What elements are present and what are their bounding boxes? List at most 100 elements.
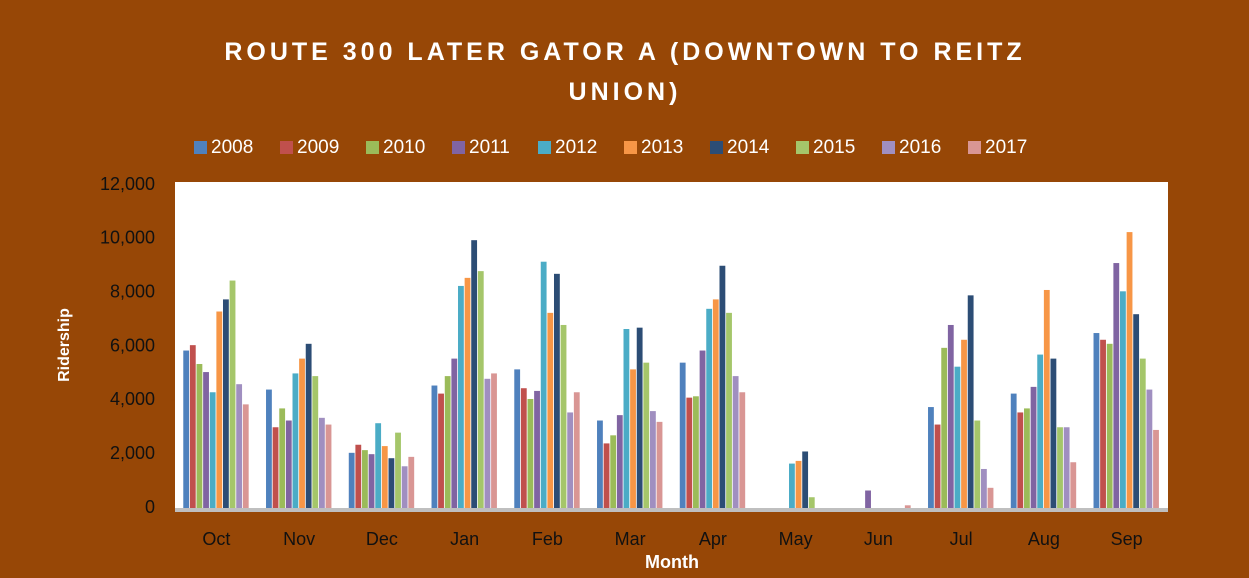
legend-swatch: [882, 141, 895, 154]
bar: [196, 363, 203, 508]
bar: [603, 443, 610, 508]
legend-label: 2008: [211, 137, 253, 158]
legend-swatch: [280, 141, 293, 154]
bar: [484, 378, 491, 508]
x-tick-label: Aug: [1028, 529, 1060, 549]
y-tick-label: 0: [145, 497, 155, 517]
plot-area: [175, 182, 1168, 512]
bar: [1133, 314, 1140, 508]
bar: [401, 466, 408, 508]
bar: [362, 450, 368, 508]
bar: [203, 372, 209, 508]
bar: [1139, 358, 1146, 508]
bar: [808, 497, 815, 508]
bar: [292, 373, 299, 508]
x-tick-label: Jun: [864, 529, 893, 549]
legend-label: 2010: [383, 137, 425, 158]
bar: [209, 392, 216, 508]
legend-swatch: [624, 141, 637, 154]
bar: [1153, 429, 1159, 508]
bar: [299, 358, 305, 508]
bar: [514, 369, 521, 508]
legend-swatch: [710, 141, 723, 154]
bar: [1030, 386, 1037, 508]
x-tick-label: May: [779, 529, 813, 549]
y-axis-title: Ridership: [56, 308, 73, 382]
bar: [236, 384, 243, 508]
bar: [1024, 408, 1030, 508]
x-tick-label: Dec: [366, 529, 398, 549]
bar: [1113, 263, 1120, 508]
bar: [967, 295, 974, 508]
y-tick-label: 8,000: [110, 281, 155, 301]
bar: [527, 398, 534, 508]
bar: [712, 299, 719, 508]
bar: [616, 415, 623, 508]
bar: [726, 312, 732, 508]
bar: [1100, 339, 1106, 508]
legend-swatch: [968, 141, 981, 154]
x-tick-label: Mar: [615, 529, 646, 549]
bar: [368, 454, 375, 508]
bar: [242, 404, 249, 508]
bar: [438, 393, 444, 508]
bar: [1126, 232, 1133, 508]
bar: [431, 385, 438, 508]
bar: [1010, 393, 1017, 508]
bar: [1070, 462, 1077, 508]
x-tick-label: Jul: [950, 529, 973, 549]
bar: [802, 451, 809, 508]
legend-label: 2014: [727, 137, 770, 158]
bar: [719, 265, 726, 508]
bar: [928, 407, 934, 508]
legend-label: 2012: [555, 137, 597, 158]
bar: [961, 339, 967, 508]
bar: [520, 388, 527, 508]
bar: [189, 345, 196, 508]
x-tick-label: Sep: [1111, 529, 1143, 549]
bar: [656, 421, 663, 508]
bar: [1050, 358, 1057, 508]
x-tick-label: Feb: [532, 529, 563, 549]
bar: [325, 424, 332, 508]
bar: [1037, 354, 1044, 508]
bar: [693, 396, 699, 508]
bar: [312, 376, 319, 508]
bar: [1057, 427, 1063, 508]
bar: [464, 277, 471, 508]
bar: [610, 435, 617, 508]
legend-swatch: [452, 141, 465, 154]
bar: [1017, 412, 1024, 508]
legend-label: 2011: [469, 137, 510, 158]
bar: [395, 432, 401, 508]
bar: [471, 240, 478, 508]
bar: [1106, 343, 1113, 508]
y-tick-label: 12,000: [100, 174, 155, 194]
bar: [1146, 389, 1153, 508]
bar: [795, 460, 802, 508]
bar: [987, 487, 994, 508]
bar: [732, 376, 739, 508]
bar: [643, 362, 650, 508]
bar: [789, 463, 795, 508]
bar: [491, 373, 497, 508]
bar: [458, 285, 464, 508]
bar: [1063, 427, 1070, 508]
bar: [540, 261, 547, 508]
bar: [381, 446, 388, 508]
bar: [573, 392, 580, 508]
bar: [706, 308, 713, 508]
legend-swatch: [366, 141, 379, 154]
bar: [1093, 333, 1100, 508]
legend-label: 2013: [641, 137, 683, 158]
x-axis-title: Month: [645, 552, 699, 572]
bar: [305, 343, 312, 508]
x-tick-label: Jan: [450, 529, 479, 549]
legend-label: 2016: [899, 137, 941, 158]
bar: [547, 312, 554, 508]
bar: [974, 420, 981, 508]
bar: [408, 456, 415, 508]
bar: [266, 389, 272, 508]
bar: [285, 420, 292, 508]
